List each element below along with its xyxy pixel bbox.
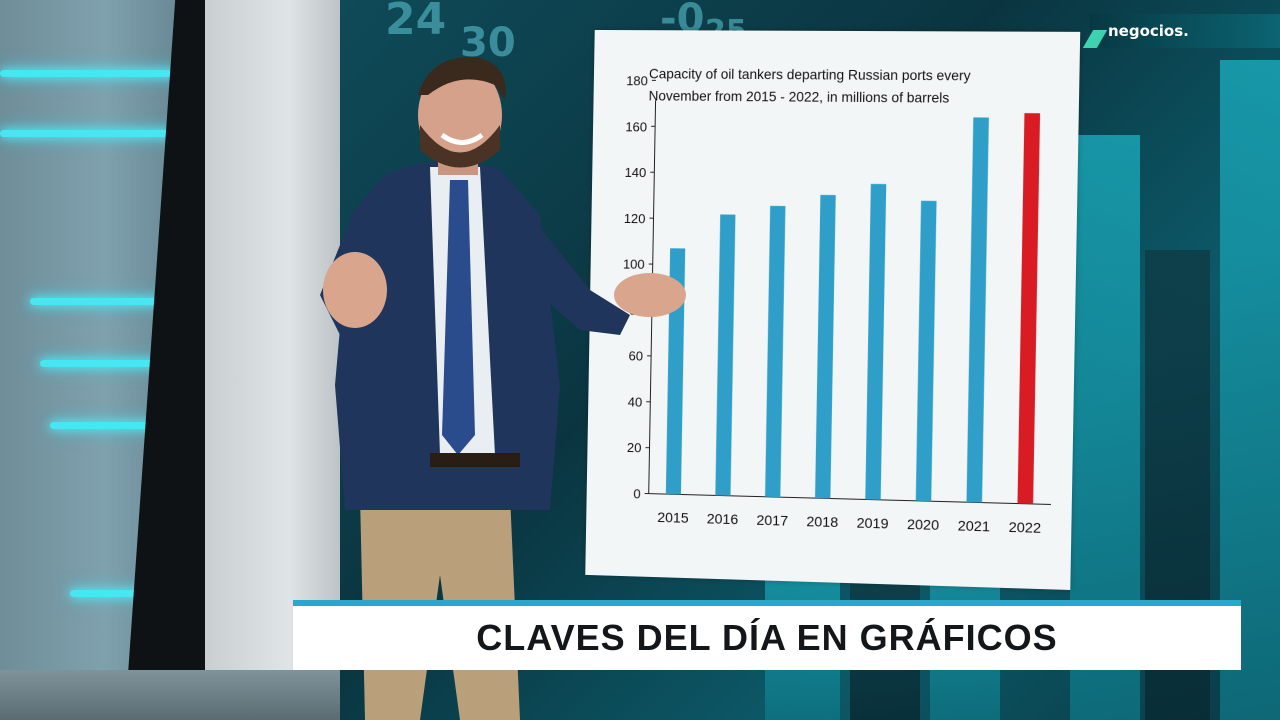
channel-logo: negocios. — [1090, 14, 1280, 48]
x-tick-label: 2018 — [806, 513, 838, 530]
background-ticker-number: 24 — [385, 0, 446, 45]
chart-bar — [1017, 113, 1040, 504]
chart-bar — [916, 201, 937, 501]
chart-bar — [715, 214, 735, 495]
chart-bar — [966, 117, 988, 502]
x-tick-label: 2021 — [958, 517, 991, 534]
x-tick-label: 2016 — [707, 510, 739, 527]
chart-bar — [865, 184, 886, 500]
x-tick-label: 2020 — [907, 516, 940, 533]
lower-third-banner: CLAVES DEL DÍA EN GRÁFICOS — [293, 600, 1241, 670]
x-tick-label: 2019 — [856, 514, 888, 531]
chart-bar — [815, 195, 836, 499]
x-tick-label: 2017 — [756, 512, 788, 529]
chart-x-ticks: 2015 2016 2017 2018 2019 2020 2021 2022 — [657, 509, 1041, 536]
x-tick-label: 2022 — [1009, 519, 1042, 536]
studio-floor — [0, 670, 340, 720]
chart-axes — [649, 100, 1058, 504]
lower-third-title: CLAVES DEL DÍA EN GRÁFICOS — [476, 617, 1057, 659]
channel-logo-text: negocios. — [1108, 22, 1189, 40]
chart-bars — [666, 110, 1040, 504]
chart-bar — [765, 206, 785, 497]
